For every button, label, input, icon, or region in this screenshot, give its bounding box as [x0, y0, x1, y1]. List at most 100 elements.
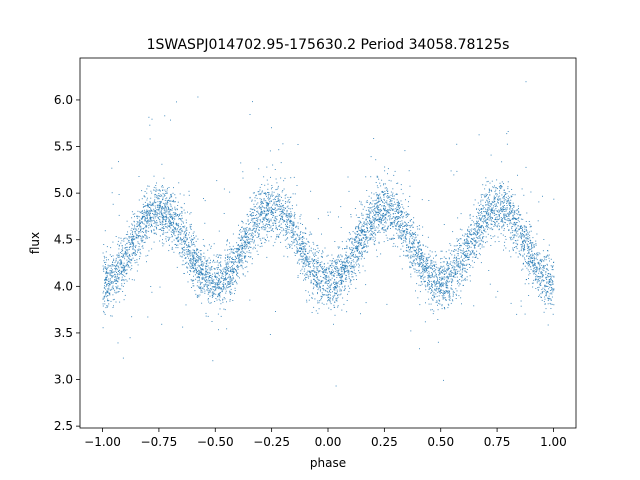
data-point — [206, 289, 208, 291]
data-point — [350, 271, 352, 273]
data-point — [266, 179, 268, 181]
data-point — [272, 211, 274, 213]
data-point — [273, 191, 275, 193]
data-point — [490, 209, 492, 210]
data-point — [497, 236, 499, 238]
data-point — [238, 245, 240, 246]
data-point — [336, 291, 338, 293]
data-point — [161, 213, 163, 215]
data-point — [223, 284, 224, 286]
data-point — [121, 250, 123, 252]
data-point — [117, 273, 119, 275]
data-point — [207, 281, 209, 283]
data-point — [193, 243, 195, 245]
data-point — [332, 299, 334, 301]
data-point — [237, 268, 239, 270]
data-point — [487, 224, 489, 226]
data-point — [447, 263, 449, 265]
data-point — [258, 206, 260, 208]
data-point — [260, 202, 262, 204]
data-point — [198, 276, 200, 278]
data-point — [378, 178, 380, 180]
data-point — [489, 182, 491, 184]
data-point — [136, 217, 138, 219]
data-point — [419, 260, 421, 262]
data-point — [383, 207, 385, 209]
data-point — [260, 206, 262, 208]
data-point — [312, 282, 314, 284]
data-point — [229, 256, 231, 258]
data-point — [495, 203, 497, 205]
data-point — [220, 287, 222, 289]
data-point — [532, 255, 533, 257]
data-point — [321, 253, 323, 255]
data-point — [534, 279, 536, 280]
data-point — [528, 258, 530, 260]
data-point — [174, 208, 176, 210]
data-point — [458, 295, 460, 297]
data-point — [165, 226, 166, 228]
data-point — [510, 205, 512, 207]
data-point — [166, 217, 168, 219]
data-point — [490, 211, 492, 213]
data-point — [365, 231, 367, 233]
data-point — [443, 295, 445, 297]
data-point — [161, 230, 163, 231]
data-point — [481, 226, 483, 227]
data-point — [502, 225, 504, 227]
data-point — [222, 273, 224, 275]
data-point — [225, 288, 227, 290]
data-point — [261, 210, 262, 212]
data-point — [550, 276, 552, 278]
data-point — [301, 247, 303, 249]
data-point — [349, 240, 350, 242]
data-point — [244, 240, 246, 242]
data-point — [200, 290, 202, 292]
data-point — [384, 193, 385, 195]
data-point — [399, 211, 401, 213]
data-point — [370, 212, 372, 214]
data-point — [236, 274, 237, 275]
data-point — [293, 252, 295, 254]
data-point — [507, 181, 509, 183]
data-point — [397, 229, 399, 231]
data-point — [173, 220, 175, 222]
data-point — [509, 223, 511, 225]
data-point — [290, 219, 292, 221]
data-point — [372, 200, 374, 202]
data-point — [525, 226, 527, 228]
data-point — [191, 244, 193, 246]
data-point — [341, 309, 343, 311]
data-point — [394, 225, 396, 227]
data-point — [475, 256, 477, 258]
data-point — [198, 285, 200, 287]
data-point — [483, 222, 484, 224]
data-point — [458, 258, 460, 260]
data-point — [485, 221, 486, 223]
data-point — [397, 222, 398, 223]
data-point — [310, 250, 312, 252]
data-point — [204, 245, 206, 247]
data-point — [354, 237, 356, 239]
data-point — [206, 271, 207, 273]
data-point — [409, 195, 411, 197]
data-point — [476, 232, 478, 233]
data-point — [117, 287, 119, 289]
data-point — [255, 217, 257, 219]
data-point — [441, 295, 443, 297]
data-point — [202, 273, 204, 274]
data-point — [463, 251, 465, 253]
data-point — [371, 192, 373, 194]
data-point — [238, 244, 239, 246]
data-point — [307, 264, 309, 266]
data-point — [508, 200, 510, 202]
data-point — [194, 274, 196, 276]
data-point — [254, 197, 256, 199]
data-point — [482, 241, 484, 243]
data-point — [501, 181, 503, 183]
data-point — [234, 248, 236, 250]
data-point — [402, 226, 404, 227]
data-point — [118, 267, 120, 269]
data-point — [317, 300, 319, 302]
data-point — [191, 235, 192, 237]
